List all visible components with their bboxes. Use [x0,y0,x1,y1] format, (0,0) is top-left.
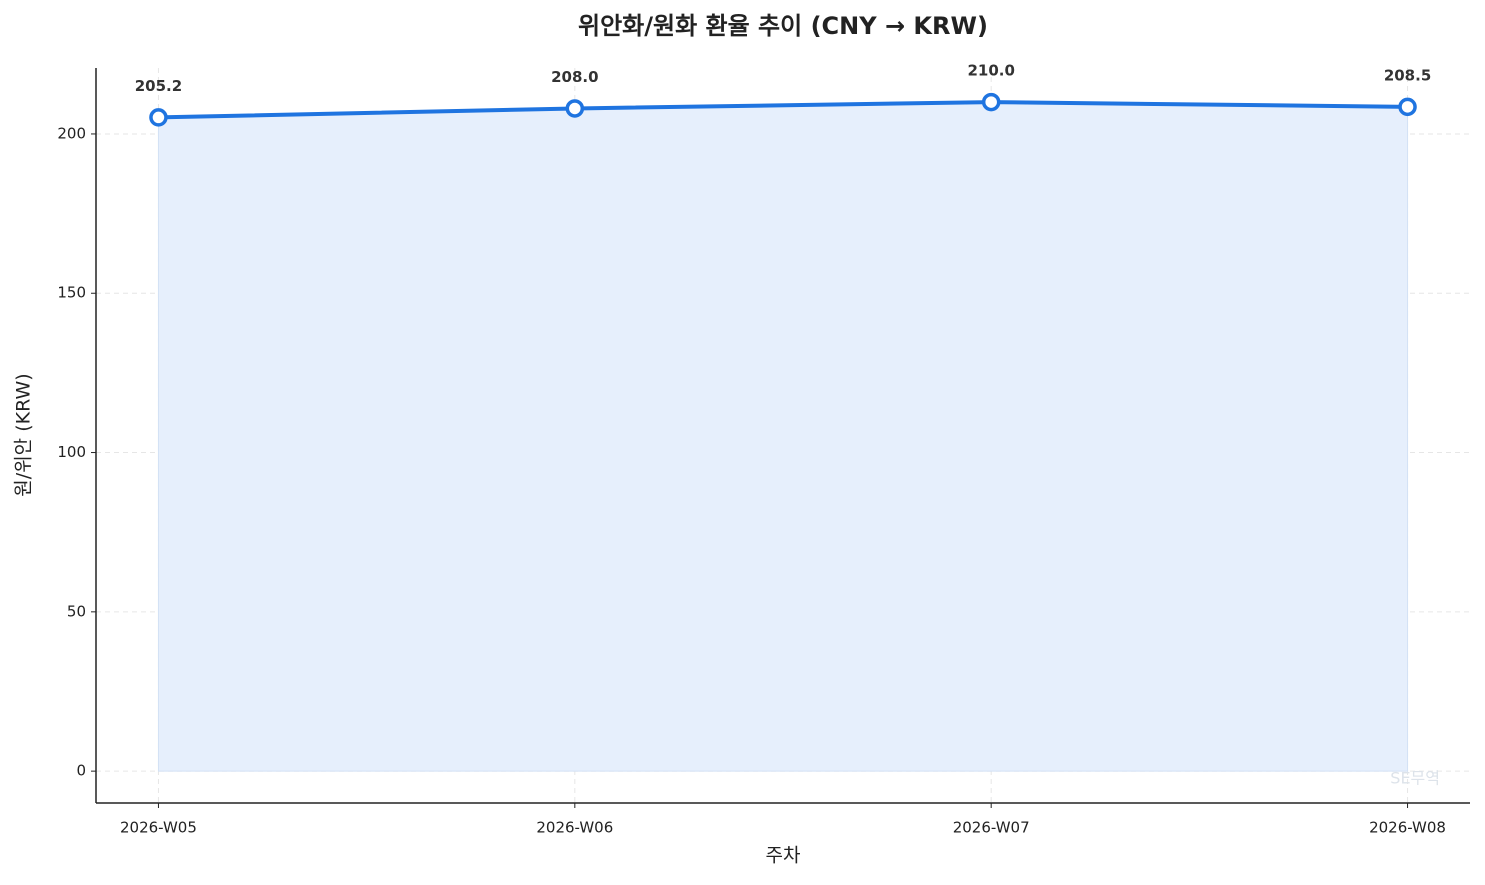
chart-title: 위안화/원화 환율 추이 (CNY → KRW) [578,12,988,40]
value-label: 208.0 [551,68,598,86]
marker [981,92,1001,112]
x-axis-label: 주차 [766,845,801,867]
x-tick-label: 2026-W08 [1369,819,1446,837]
marker [149,108,168,127]
x-tick-label: 2026-W07 [953,819,1030,837]
x-tick-label: 2026-W05 [120,819,197,837]
marker [1398,97,1417,117]
y-tick-label: 0 [76,762,86,780]
value-label: 210.0 [967,62,1014,80]
y-tick-label: 200 [57,124,86,142]
y-tick-label: 100 [57,443,86,461]
y-axis-label: 원/위안 (KRW) [13,373,35,496]
y-tick-label: 50 [67,602,86,620]
value-label: 205.2 [135,77,182,95]
area [157,101,1409,772]
value-label: 208.5 [1384,66,1431,84]
line [158,100,1408,120]
marker [565,99,585,118]
watermark: SE무역 [1390,769,1440,788]
y-tick-label: 150 [57,284,86,302]
x-tick-label: 2026-W06 [536,819,613,837]
